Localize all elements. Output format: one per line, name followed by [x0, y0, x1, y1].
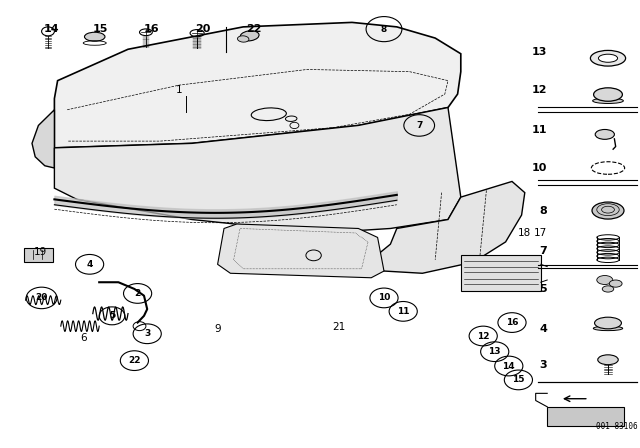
Text: 11: 11	[397, 307, 410, 316]
Ellipse shape	[590, 51, 626, 66]
Text: 13: 13	[488, 347, 501, 356]
Ellipse shape	[592, 202, 624, 219]
Text: 20: 20	[35, 293, 48, 302]
Ellipse shape	[593, 326, 623, 331]
Text: 5: 5	[109, 311, 115, 320]
Text: 8: 8	[381, 25, 387, 34]
Ellipse shape	[602, 286, 614, 292]
Ellipse shape	[593, 98, 623, 103]
Ellipse shape	[596, 276, 613, 284]
FancyBboxPatch shape	[24, 248, 53, 262]
PathPatch shape	[371, 181, 525, 273]
Text: 5: 5	[540, 284, 547, 294]
Text: 7: 7	[540, 246, 547, 256]
Ellipse shape	[595, 129, 614, 139]
Text: 3: 3	[540, 360, 547, 370]
Ellipse shape	[609, 280, 622, 287]
Text: 20: 20	[195, 24, 211, 34]
Ellipse shape	[595, 317, 621, 329]
Text: 15: 15	[512, 375, 525, 384]
Ellipse shape	[240, 31, 259, 41]
Text: 001 83106: 001 83106	[596, 422, 638, 431]
Ellipse shape	[598, 54, 618, 62]
Text: 12: 12	[532, 85, 547, 95]
Text: 21: 21	[333, 322, 346, 332]
Text: 9: 9	[214, 324, 221, 334]
Ellipse shape	[598, 355, 618, 365]
FancyBboxPatch shape	[461, 255, 541, 291]
Text: 10: 10	[532, 163, 547, 173]
Text: 6: 6	[80, 333, 86, 343]
Text: 15: 15	[93, 24, 108, 34]
Text: 4: 4	[86, 260, 93, 269]
FancyBboxPatch shape	[547, 407, 624, 426]
Text: 1: 1	[176, 85, 182, 95]
Text: 19: 19	[34, 247, 47, 257]
Text: 14: 14	[502, 362, 515, 370]
Text: 8: 8	[540, 206, 547, 215]
Text: 12: 12	[477, 332, 490, 340]
Text: 3: 3	[144, 329, 150, 338]
Text: 7: 7	[416, 121, 422, 130]
Text: 16: 16	[144, 24, 159, 34]
Text: 17: 17	[534, 228, 547, 238]
PathPatch shape	[54, 22, 461, 148]
Text: 13: 13	[532, 47, 547, 56]
Ellipse shape	[594, 88, 623, 101]
Text: 4: 4	[540, 324, 547, 334]
Text: 22: 22	[128, 356, 141, 365]
Text: 2: 2	[134, 289, 141, 298]
PathPatch shape	[218, 224, 384, 278]
Text: 14: 14	[44, 24, 59, 34]
Ellipse shape	[237, 36, 249, 42]
PathPatch shape	[54, 108, 461, 233]
PathPatch shape	[32, 110, 54, 168]
Ellipse shape	[84, 32, 105, 41]
Text: 10: 10	[378, 293, 390, 302]
Text: 11: 11	[532, 125, 547, 135]
Text: 22: 22	[246, 24, 262, 34]
Text: 18: 18	[518, 228, 531, 238]
Text: 16: 16	[506, 318, 518, 327]
